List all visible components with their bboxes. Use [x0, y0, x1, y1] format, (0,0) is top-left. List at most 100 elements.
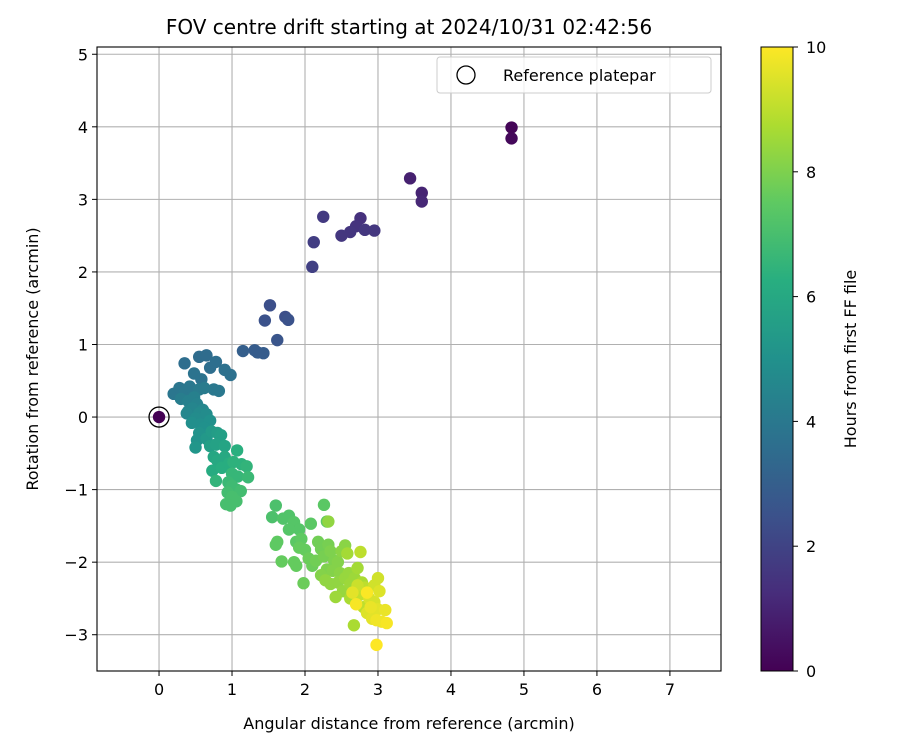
y-tick-label: −2 — [64, 553, 88, 572]
y-tick-label: −3 — [64, 626, 88, 645]
x-tick-label: 2 — [300, 680, 310, 699]
scatter-point — [373, 584, 386, 598]
x-tick-label: 4 — [446, 680, 456, 699]
scatter-point — [317, 498, 331, 512]
colorbar: 0 2 4 6 8 10 Hours from first FF file — [760, 38, 860, 681]
scatter-point — [349, 598, 363, 611]
scatter-point — [282, 313, 295, 327]
reference-point-ring — [148, 406, 170, 428]
colorbar-tick-label: 10 — [806, 38, 826, 57]
scatter-point — [241, 471, 255, 484]
chart-title: FOV centre drift starting at 2024/10/31 … — [166, 15, 652, 39]
scatter-point — [341, 547, 354, 560]
scatter-point — [322, 515, 335, 528]
colorbar-tick-label: 6 — [806, 288, 816, 307]
scatter-point — [258, 314, 272, 327]
scatter-point — [324, 545, 337, 558]
scatter-point — [346, 586, 359, 599]
scatter-point — [317, 210, 330, 223]
colorbar-tick-label: 2 — [806, 537, 816, 556]
reference-marker-layer — [148, 406, 170, 428]
scatter-point — [218, 439, 231, 453]
x-tick-label: 0 — [154, 680, 164, 699]
scatter-point — [240, 460, 253, 473]
scatter-point — [371, 571, 385, 585]
scatter-point — [358, 223, 372, 237]
scatter-point — [368, 224, 381, 237]
scatter-point — [403, 172, 417, 185]
scatter-point — [263, 299, 277, 312]
scatter-point — [335, 229, 348, 242]
x-tick-label: 3 — [373, 680, 383, 699]
scatter-point — [269, 499, 283, 512]
scatter-point — [212, 384, 226, 398]
legend-entry-reference-platepar: Reference platepar — [503, 66, 656, 85]
grid-lines — [97, 47, 721, 671]
scatter-point — [329, 590, 342, 604]
legend: Reference platepar — [436, 56, 712, 94]
legend-marker-icon — [456, 65, 476, 85]
scatter-point — [380, 616, 393, 630]
scatter-point — [307, 235, 320, 249]
colorbar-tick-label: 8 — [806, 163, 816, 182]
scatter-point — [230, 444, 244, 457]
legend-box — [436, 56, 712, 94]
scatter-point — [183, 380, 196, 393]
scatter-point — [214, 428, 228, 442]
scatter-point — [415, 195, 428, 208]
scatter-point — [257, 346, 270, 360]
colorbar-label: Hours from first FF file — [841, 270, 860, 449]
y-axis-ticks: −3 −2 −1 0 1 2 3 4 5 — [64, 45, 97, 645]
x-tick-label: 6 — [592, 680, 602, 699]
scatter-point — [505, 132, 518, 145]
scatter-point — [282, 523, 296, 536]
scatter-point — [236, 344, 250, 358]
scatter-point — [304, 517, 318, 530]
y-tick-label: 0 — [78, 408, 88, 427]
x-tick-label: 5 — [519, 680, 529, 699]
colorbar-gradient — [761, 47, 793, 671]
scatter-point — [189, 441, 202, 454]
scatter-point — [306, 260, 319, 274]
scatter-point — [297, 577, 310, 590]
scatter-point — [347, 619, 361, 632]
scatter-point — [234, 484, 247, 498]
x-tick-label: 1 — [227, 680, 237, 699]
x-axis-label: Angular distance from reference (arcmin) — [243, 714, 574, 733]
colorbar-ticks: 0 2 4 6 8 10 — [793, 38, 826, 681]
scatter-point — [292, 523, 306, 536]
scatter-point — [360, 586, 374, 599]
colorbar-frame — [760, 46, 794, 672]
scatter-point — [203, 361, 217, 374]
reference-point-dot — [152, 410, 166, 424]
scatter-points — [167, 121, 518, 652]
scatter-point — [198, 381, 211, 395]
y-tick-label: 5 — [78, 45, 88, 64]
scatter-point — [351, 561, 364, 575]
y-tick-label: 2 — [78, 263, 88, 282]
scatter-point — [224, 368, 237, 382]
y-tick-label: 1 — [78, 335, 88, 354]
plot-frame — [96, 46, 722, 672]
scatter-point — [331, 555, 345, 569]
x-axis-ticks: 0 1 2 3 4 5 6 7 — [154, 671, 675, 699]
scatter-point — [354, 545, 367, 559]
scatter-point — [505, 121, 518, 134]
colorbar-tick-label: 4 — [806, 412, 816, 431]
scatter-point — [415, 186, 428, 200]
scatter-point — [178, 357, 191, 370]
y-axis-label: Rotation from reference (arcmin) — [23, 227, 42, 490]
scatter-point — [209, 474, 223, 488]
scatter-point — [206, 464, 219, 477]
x-tick-label: 7 — [665, 680, 675, 699]
scatter-point — [265, 510, 279, 524]
y-tick-label: 3 — [78, 190, 88, 209]
scatter-point — [231, 470, 245, 483]
scatter-point — [271, 333, 284, 347]
scatter-point — [269, 538, 283, 551]
scatter-point — [275, 555, 288, 568]
y-tick-label: −1 — [64, 481, 88, 500]
y-tick-label: 4 — [78, 118, 88, 137]
scatter-point — [364, 600, 377, 614]
